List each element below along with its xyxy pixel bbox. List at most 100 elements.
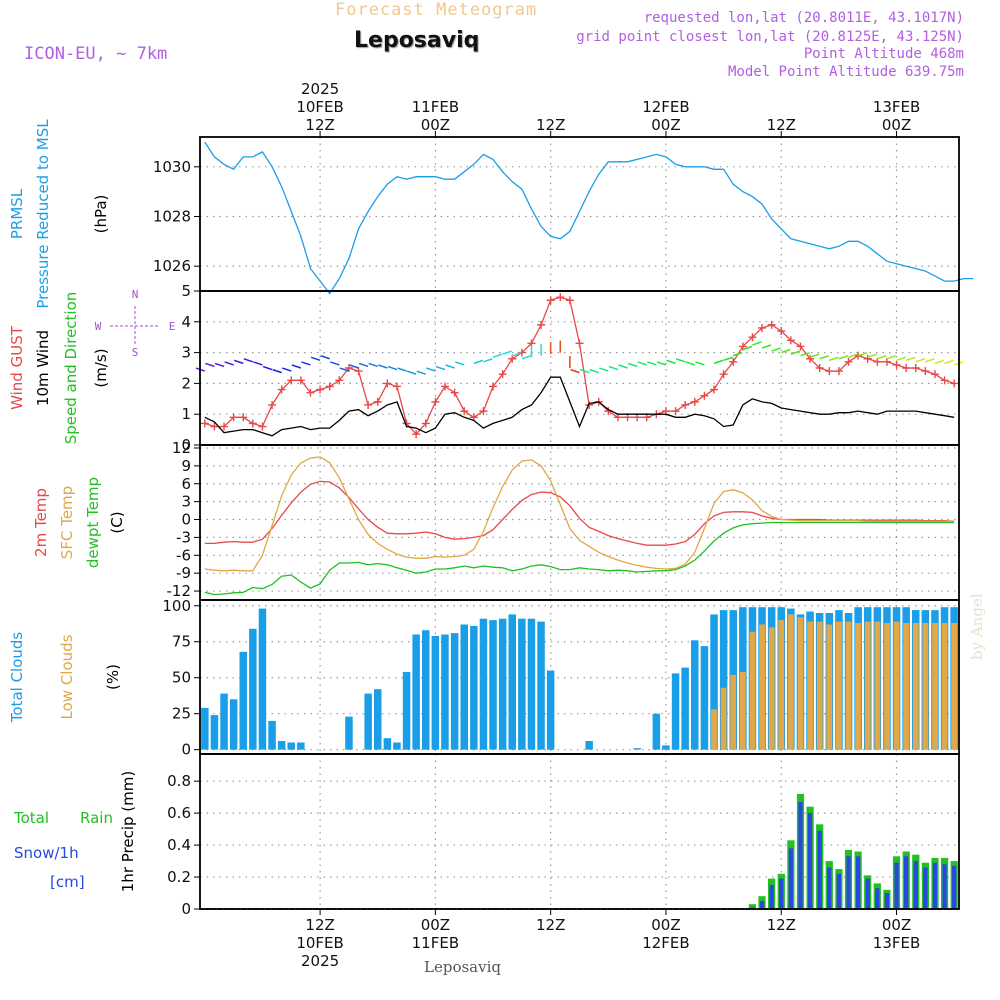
wind-arrow: [570, 368, 580, 374]
compass-n: N: [132, 288, 139, 301]
bar-low-clouds: [884, 623, 890, 750]
gust-marker: [296, 376, 305, 385]
wind-arrow: [502, 350, 512, 355]
ytick-label: 12: [172, 439, 191, 457]
bar-total-clouds: [441, 634, 449, 750]
bar-snow-1h: [923, 867, 928, 909]
gust-marker: [412, 430, 421, 439]
bar-total-clouds: [412, 634, 420, 750]
gust-marker: [950, 379, 959, 388]
gust-marker: [200, 419, 209, 428]
ytick-label: 25: [172, 705, 191, 723]
wind-arrow: [445, 364, 455, 369]
wind-arrow: [896, 356, 906, 362]
bar-low-clouds: [864, 621, 871, 750]
wind-arrow: [761, 344, 772, 349]
wind-arrow: [790, 350, 801, 355]
bar-snow-1h: [856, 856, 861, 909]
ytick-label: -9: [176, 564, 191, 582]
y-axis-label: 1hr Precip (mm): [119, 771, 137, 892]
series-line-dewpt-temp: [204, 521, 955, 596]
requested-coords: requested lon,lat (20.8011E, 43.1017N): [643, 10, 964, 26]
bar-low-clouds: [836, 621, 842, 750]
wind-arrow: [426, 367, 436, 372]
gust-marker: [450, 388, 459, 397]
series-line-pressure: [204, 141, 974, 295]
gust-marker: [815, 364, 824, 372]
time-label-top: 10FEB: [296, 98, 343, 116]
gust-marker: [575, 339, 584, 348]
wind-arrow: [800, 351, 810, 357]
gust-marker: [354, 367, 363, 376]
ytick-label: 50: [172, 669, 191, 687]
wind-arrow: [310, 356, 321, 362]
bar-low-clouds: [816, 621, 823, 750]
ytick-label: 6: [181, 475, 191, 493]
bar-total-clouds: [258, 608, 267, 750]
ytick-label: 5: [181, 282, 191, 300]
wind-arrow: [819, 355, 829, 360]
wind-arrow: [886, 355, 897, 360]
panel-frame: [199, 136, 960, 292]
gust-marker: [239, 413, 248, 422]
time-label-top: 12Z: [305, 116, 334, 134]
wind-arrow: [483, 358, 493, 363]
wind-arrow: [579, 368, 590, 374]
time-label-top: 00Z: [651, 116, 680, 134]
time-label-bottom: 00Z: [651, 916, 680, 934]
point-altitude: Point Altitude 468m: [803, 46, 964, 62]
panel-frame: [199, 753, 960, 910]
time-label-bottom: 10FEB: [296, 934, 343, 952]
y-axis-label: Rain: [80, 809, 113, 827]
ytick-label: 2: [181, 374, 191, 392]
wind-arrow: [675, 358, 686, 363]
y-axis-label: Wind GUST: [8, 325, 26, 410]
bar-total-clouds: [210, 715, 219, 750]
time-label-bottom: 12Z: [305, 916, 334, 934]
y-axis-label: Snow/1h: [14, 844, 79, 862]
y-axis-label: SFC Temp: [58, 486, 76, 559]
bar-total-clouds: [402, 672, 411, 750]
panel-clouds: 0 25 50 75 100 Total Clouds Low Clouds (%): [8, 597, 960, 759]
gust-marker: [508, 354, 517, 363]
wind-arrow: [915, 358, 926, 363]
gust-marker: [758, 323, 767, 332]
bar-total-clouds: [710, 614, 718, 750]
gust-marker: [556, 293, 565, 302]
bar-total-clouds: [527, 618, 536, 750]
wind-arrow: [666, 359, 676, 365]
bar-total-clouds: [470, 625, 478, 750]
y-axis-label: Total Clouds: [8, 632, 26, 724]
gust-marker: [882, 357, 891, 366]
gust-marker: [719, 370, 728, 379]
gust-marker: [479, 407, 488, 416]
time-label-bottom: 11FEB: [412, 934, 459, 952]
model-label: ICON-EU, ~ 7km: [24, 44, 168, 64]
bar-snow-1h: [817, 830, 822, 909]
gust-marker: [306, 388, 315, 397]
ytick-label: -3: [176, 528, 191, 546]
y-axis-label: 10m Wind: [34, 330, 52, 406]
bar-low-clouds: [807, 621, 813, 750]
wind-arrow: [618, 364, 628, 369]
bar-total-clouds: [297, 742, 305, 750]
bar-snow-1h: [942, 864, 947, 909]
bar-low-clouds: [711, 709, 717, 750]
bar-low-clouds: [797, 617, 804, 750]
wind-arrow: [397, 367, 407, 372]
compass-e: E: [169, 320, 176, 333]
wind-arrow: [647, 361, 657, 366]
wind-arrow: [349, 364, 359, 369]
wind-arrow: [378, 364, 388, 369]
compass-s: S: [132, 346, 139, 359]
bar-total-rain: [748, 904, 756, 909]
bar-total-clouds: [498, 618, 507, 750]
ytick-label: -6: [176, 546, 191, 564]
series-line-sfc-temp: [204, 456, 955, 572]
wind-arrow: [339, 367, 350, 372]
bar-snow-1h: [788, 848, 793, 909]
time-label-bottom: 12FEB: [642, 934, 689, 952]
bar-snow-1h: [836, 873, 841, 909]
product-title: Forecast Meteogram: [335, 0, 538, 20]
bar-snow-1h: [769, 885, 774, 909]
